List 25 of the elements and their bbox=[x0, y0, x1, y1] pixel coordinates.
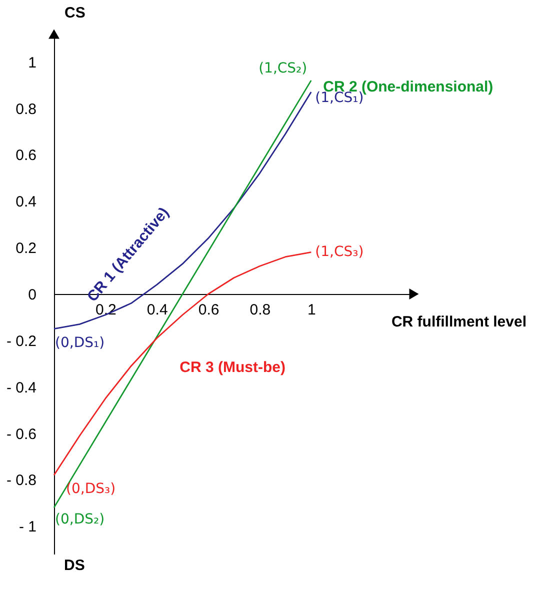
text: CR 3 (Must-be) bbox=[180, 358, 286, 376]
text: DS bbox=[64, 557, 85, 574]
x-tick-label: 0.2 bbox=[96, 302, 116, 318]
y-tick-label: - 0.2 bbox=[6, 332, 36, 350]
y-tick-label: 0.8 bbox=[16, 100, 36, 118]
annotation: (0,DS₂) bbox=[55, 512, 105, 528]
y-tick-label: - 0.6 bbox=[6, 426, 36, 443]
y-tick-label: 1 bbox=[28, 54, 36, 72]
y-tick-label: 0.2 bbox=[16, 240, 36, 258]
x-axis-title: CR fulfillment level bbox=[391, 314, 526, 330]
annotation: (1,CS₃) bbox=[315, 244, 364, 260]
y-tick-label: 0.6 bbox=[16, 147, 36, 164]
y-tick-label: - 1 bbox=[18, 518, 36, 536]
y-axis-title: CS bbox=[64, 4, 86, 22]
x-tick-label: 0.6 bbox=[198, 302, 220, 318]
annotation: (0,DS₁) bbox=[55, 334, 105, 351]
x-tick-label: 0.4 bbox=[146, 302, 168, 318]
annotation: (0,DS₃) bbox=[66, 481, 116, 498]
y-tick-label: 0 bbox=[28, 286, 36, 304]
annotation: (1,CS₂) bbox=[258, 60, 308, 76]
y-tick-label: 0.4 bbox=[16, 194, 36, 211]
y-tick-label: - 0.4 bbox=[6, 379, 36, 396]
x-tick-label: 1 bbox=[307, 302, 316, 318]
x-tick-label: 0.8 bbox=[250, 302, 271, 318]
y-tick-label: - 0.8 bbox=[6, 472, 36, 490]
